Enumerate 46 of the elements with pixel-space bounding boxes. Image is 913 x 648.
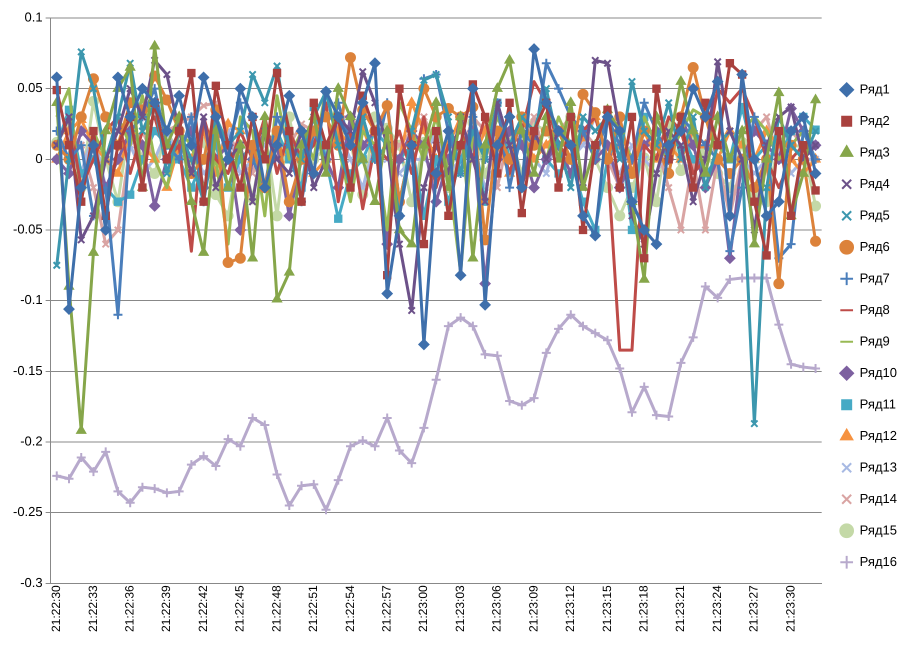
legend-label: Ряд5	[860, 207, 890, 222]
y-tick-label: -0.15	[12, 362, 43, 378]
x-tick-label: 21:22:36	[122, 584, 136, 632]
x-tick-label: 21:23:30	[783, 584, 798, 632]
x-tick-label: 21:23:24	[710, 584, 724, 632]
legend-label: Ряд16	[860, 554, 898, 569]
x-tick-label: 21:23:09	[526, 584, 540, 632]
legend-label: Ряд1	[860, 81, 890, 96]
x-tick-label: 21:23:18	[636, 584, 651, 632]
x-tick-label: 21:23:06	[490, 584, 504, 632]
x-tick-label: 21:23:03	[452, 584, 467, 632]
y-tick-label: 0.1	[24, 10, 43, 25]
x-tick-label: 21:22:48	[269, 584, 284, 632]
legend-label: Ряд14	[860, 490, 898, 506]
legend-label: Ряд8	[860, 302, 890, 317]
legend-label: Ряд10	[860, 364, 898, 380]
legend-label: Ряд4	[860, 176, 890, 191]
x-tick-label: 21:23:12	[563, 584, 578, 632]
x-tick-label: 21:22:51	[306, 584, 320, 632]
x-tick-label: 21:23:00	[416, 584, 430, 632]
legend-label: Ряд7	[860, 270, 890, 286]
legend-label: Ряд9	[860, 333, 890, 348]
x-tick-label: 21:23:21	[673, 584, 688, 632]
x-tick-label: 21:23:27	[746, 584, 761, 632]
legend-label: Ряд13	[860, 459, 898, 474]
y-tick-label: -0.25	[12, 504, 43, 520]
x-tick-label: 21:22:39	[159, 584, 174, 632]
x-tick-label: 21:22:54	[342, 584, 357, 632]
y-tick-label: 0	[35, 150, 43, 166]
legend-label: Ряд15	[860, 522, 898, 538]
y-tick-label: -0.2	[20, 434, 43, 449]
legend-label: Ряд2	[860, 112, 890, 128]
legend-label: Ряд12	[860, 428, 898, 443]
x-tick-label: 21:22:57	[380, 584, 394, 632]
legend-label: Ряд11	[860, 396, 896, 412]
x-tick-label: 21:22:30	[49, 584, 64, 632]
legend-label: Ряд3	[860, 144, 890, 160]
x-tick-label: 21:23:15	[600, 584, 614, 632]
y-tick-label: -0.3	[20, 574, 43, 590]
y-tick-label: -0.1	[20, 292, 43, 308]
y-tick-label: 0.05	[17, 80, 43, 96]
legend-label: Ряд6	[860, 238, 890, 254]
x-tick-label: 21:22:42	[196, 584, 210, 632]
x-tick-label: 21:22:45	[232, 584, 247, 632]
x-tick-label: 21:22:33	[86, 584, 100, 632]
y-tick-label: -0.05	[12, 222, 43, 237]
